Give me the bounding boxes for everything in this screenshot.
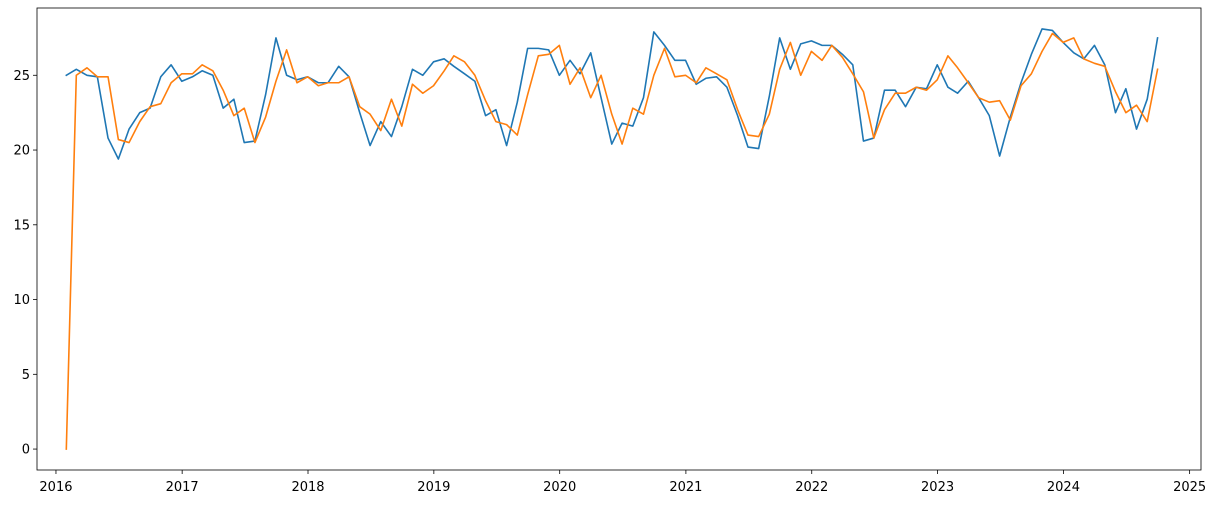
y-tick-label: 0 xyxy=(22,443,30,458)
y-tick-label: 15 xyxy=(13,218,30,233)
x-tick-label: 2016 xyxy=(39,480,72,495)
x-tick-label: 2019 xyxy=(417,480,450,495)
x-tick-label: 2018 xyxy=(291,480,324,495)
y-tick-label: 25 xyxy=(13,69,30,84)
x-tick-label: 2020 xyxy=(543,480,576,495)
y-tick-label: 5 xyxy=(22,368,30,383)
series-layer xyxy=(65,28,1159,450)
y-tick-label: 20 xyxy=(13,144,30,159)
y-tick-label: 10 xyxy=(13,293,30,308)
x-tick-label: 2025 xyxy=(1173,480,1206,495)
x-tick-label: 2023 xyxy=(921,480,954,495)
plot-frame xyxy=(36,7,1202,471)
x-axis: 2016 2017 2018 2019 2020 2021 2022 2023 2024 2025 xyxy=(39,470,1206,495)
x-tick-label: 2017 xyxy=(166,480,199,495)
x-tick-label: 2024 xyxy=(1047,480,1080,495)
x-tick-label: 2021 xyxy=(669,480,702,495)
series-line-2 xyxy=(65,32,1159,450)
y-axis: 0 5 10 15 20 25 xyxy=(13,69,37,458)
x-tick-label: 2022 xyxy=(795,480,828,495)
